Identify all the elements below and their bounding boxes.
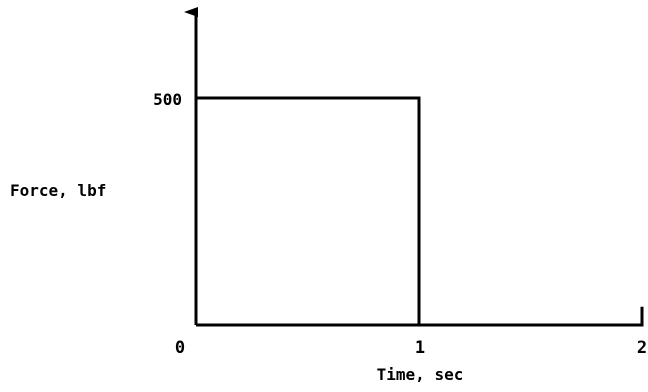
x-tick-label-2: 2 (637, 338, 647, 358)
y-tick-label-500: 500 (153, 90, 182, 109)
x-tick-label-1: 1 (415, 338, 425, 358)
x-tick-label-0: 0 (175, 338, 185, 358)
x-axis-label: Time, sec (377, 365, 464, 384)
y-axis-label: Force, lbf (10, 181, 106, 200)
force-series-line (194, 96, 644, 327)
